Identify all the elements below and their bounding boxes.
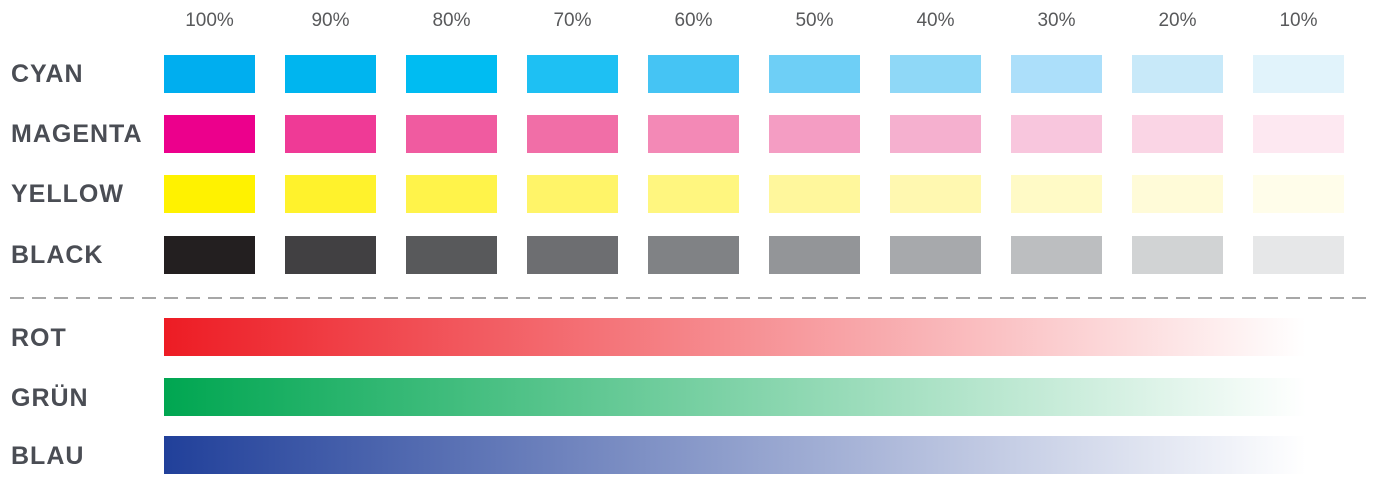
percent-label-40: 40% [916, 10, 955, 31]
swatch-black-40 [890, 236, 981, 274]
swatch-black-100 [164, 236, 255, 274]
swatch-black-90 [285, 236, 376, 274]
gradient-bar-gruen [164, 378, 1306, 416]
row-label-cyan: CYAN [11, 60, 84, 88]
swatch-yellow-90 [285, 175, 376, 213]
row-label-yellow: YELLOW [11, 180, 124, 208]
swatch-magenta-100 [164, 115, 255, 153]
swatch-yellow-10 [1253, 175, 1344, 213]
percent-label-50: 50% [795, 10, 834, 31]
swatch-yellow-50 [769, 175, 860, 213]
row-label-gruen: GRÜN [11, 384, 89, 412]
dashed-divider [10, 297, 1372, 299]
swatch-black-50 [769, 236, 860, 274]
percent-label-20: 20% [1158, 10, 1197, 31]
swatch-yellow-30 [1011, 175, 1102, 213]
percent-label-60: 60% [674, 10, 713, 31]
swatch-black-80 [406, 236, 497, 274]
swatch-black-60 [648, 236, 739, 274]
swatch-cyan-100 [164, 55, 255, 93]
percent-label-80: 80% [432, 10, 471, 31]
swatch-yellow-80 [406, 175, 497, 213]
swatch-cyan-80 [406, 55, 497, 93]
gradient-bar-blau [164, 436, 1306, 474]
percent-label-100: 100% [185, 10, 234, 31]
swatch-magenta-90 [285, 115, 376, 153]
swatch-yellow-70 [527, 175, 618, 213]
swatch-black-70 [527, 236, 618, 274]
swatch-magenta-10 [1253, 115, 1344, 153]
swatch-magenta-60 [648, 115, 739, 153]
percent-label-10: 10% [1279, 10, 1318, 31]
swatch-yellow-20 [1132, 175, 1223, 213]
percent-label-30: 30% [1037, 10, 1076, 31]
swatch-yellow-60 [648, 175, 739, 213]
swatch-black-30 [1011, 236, 1102, 274]
swatch-cyan-20 [1132, 55, 1223, 93]
swatch-cyan-70 [527, 55, 618, 93]
swatch-cyan-60 [648, 55, 739, 93]
swatch-black-10 [1253, 236, 1344, 274]
swatch-cyan-10 [1253, 55, 1344, 93]
gradient-bar-rot [164, 318, 1306, 356]
swatch-cyan-40 [890, 55, 981, 93]
percent-label-70: 70% [553, 10, 592, 31]
swatch-cyan-30 [1011, 55, 1102, 93]
swatch-magenta-80 [406, 115, 497, 153]
row-label-rot: ROT [11, 324, 67, 352]
swatch-black-20 [1132, 236, 1223, 274]
swatch-yellow-40 [890, 175, 981, 213]
swatch-cyan-90 [285, 55, 376, 93]
swatch-cyan-50 [769, 55, 860, 93]
row-label-magenta: MAGENTA [11, 120, 143, 148]
swatch-yellow-100 [164, 175, 255, 213]
swatch-magenta-70 [527, 115, 618, 153]
swatch-magenta-40 [890, 115, 981, 153]
row-label-blau: BLAU [11, 442, 85, 470]
swatch-magenta-50 [769, 115, 860, 153]
swatch-magenta-30 [1011, 115, 1102, 153]
percent-label-90: 90% [311, 10, 350, 31]
row-label-black: BLACK [11, 241, 104, 269]
swatch-magenta-20 [1132, 115, 1223, 153]
